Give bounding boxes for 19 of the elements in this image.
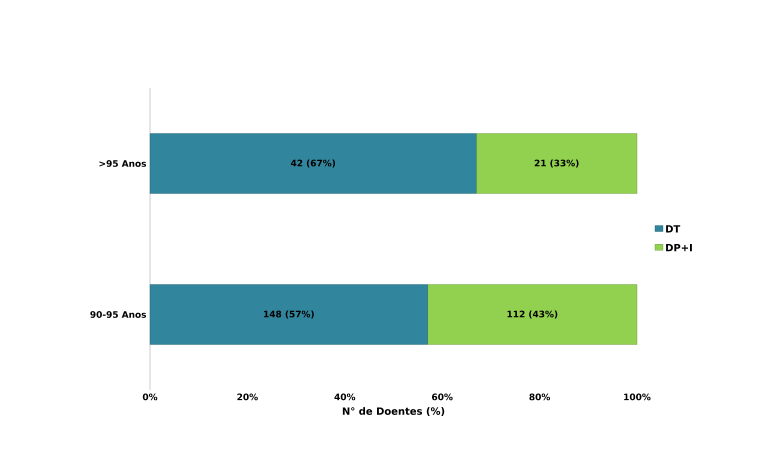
legend-label: DT xyxy=(666,225,680,233)
y-tick-label: >95 Anos xyxy=(100,160,146,167)
x-tick-label: 0% xyxy=(142,394,158,400)
bar xyxy=(150,284,428,345)
x-tick-label: 100% xyxy=(624,394,651,400)
y-tick-label: 90-95 Anos xyxy=(90,311,146,318)
x-tick-label: 80% xyxy=(529,394,550,400)
data-label: 21 (33%) xyxy=(534,159,579,168)
data-label: 42 (67%) xyxy=(290,159,336,168)
data-label: 148 (57%) xyxy=(264,310,314,318)
bar xyxy=(427,284,638,345)
x-axis-title: N° de Doentes (%) xyxy=(342,407,444,416)
data-label: 112 (43%) xyxy=(508,310,558,318)
bar xyxy=(150,133,476,194)
legend-label: DP+I xyxy=(666,244,692,252)
x-tick-label: 40% xyxy=(334,394,356,400)
x-tick-label: 20% xyxy=(237,394,258,400)
bar xyxy=(476,133,638,194)
x-tick-label: 60% xyxy=(432,394,453,400)
